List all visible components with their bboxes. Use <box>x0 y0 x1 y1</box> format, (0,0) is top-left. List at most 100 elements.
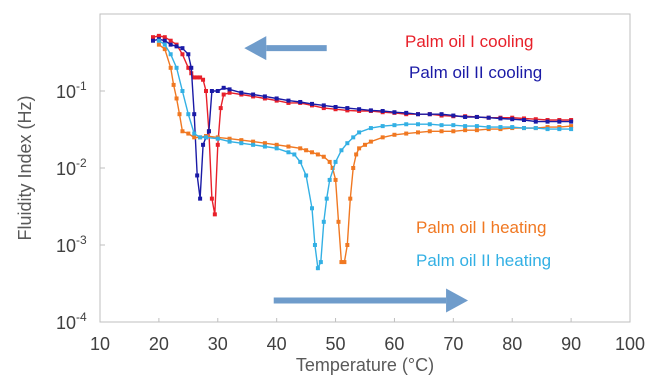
data-point <box>239 90 244 95</box>
data-point <box>180 129 185 134</box>
data-point <box>569 127 574 132</box>
data-point <box>206 129 211 134</box>
data-point <box>215 142 220 147</box>
data-point <box>510 125 515 130</box>
data-point <box>174 96 179 101</box>
data-point <box>192 135 197 140</box>
data-point <box>221 92 226 97</box>
data-point <box>227 139 232 144</box>
data-point <box>368 126 373 131</box>
data-point <box>156 33 161 38</box>
x-tick-label: 40 <box>267 334 287 354</box>
data-point <box>392 132 397 137</box>
x-axis-title: Temperature (°C) <box>296 355 434 375</box>
data-point <box>310 150 314 155</box>
y-axis-title: Fluidity Index (Hz) <box>15 95 35 240</box>
data-point <box>286 98 291 103</box>
data-point <box>533 117 538 122</box>
data-point <box>333 159 338 164</box>
data-point <box>192 75 197 80</box>
data-point <box>557 119 562 124</box>
data-point <box>274 142 279 147</box>
data-point <box>486 125 491 130</box>
data-point <box>212 212 217 217</box>
data-point <box>416 112 420 117</box>
data-point <box>439 112 444 117</box>
data-point <box>321 103 326 108</box>
data-point <box>510 117 515 122</box>
legend-label-palm-oil-ii-cooling: Palm oil II cooling <box>409 63 542 82</box>
data-point <box>474 124 479 129</box>
data-point <box>351 166 356 170</box>
data-point <box>324 196 329 201</box>
legend-label-palm-oil-i-heating: Palm oil I heating <box>416 218 546 237</box>
data-point <box>304 148 309 153</box>
data-point <box>368 139 373 144</box>
data-point <box>201 77 206 82</box>
x-tick-label: 70 <box>443 334 463 354</box>
data-point <box>195 75 200 80</box>
data-point <box>186 52 191 57</box>
data-point <box>474 114 479 119</box>
x-tick-label: 60 <box>384 334 404 354</box>
data-point <box>354 152 359 157</box>
data-point <box>204 89 208 93</box>
data-point <box>348 196 353 201</box>
data-point <box>439 123 444 128</box>
data-point <box>221 85 226 90</box>
data-point <box>162 35 167 40</box>
data-point <box>522 118 526 123</box>
data-point <box>427 112 432 117</box>
data-point <box>533 126 538 131</box>
data-point <box>569 124 574 129</box>
plot-area <box>99 13 631 323</box>
data-point <box>315 266 320 271</box>
data-point <box>333 107 338 112</box>
data-point <box>557 127 562 132</box>
data-point <box>451 129 456 134</box>
data-point <box>215 136 220 141</box>
data-point <box>192 131 197 136</box>
data-point <box>545 119 550 124</box>
data-point <box>486 115 491 120</box>
data-point <box>392 123 397 128</box>
data-point <box>204 135 208 140</box>
data-point <box>533 119 538 124</box>
data-point <box>168 65 173 70</box>
data-point <box>192 112 197 117</box>
data-point <box>380 124 385 129</box>
data-point <box>545 125 550 130</box>
data-point <box>227 136 232 141</box>
data-point <box>451 113 456 118</box>
data-point <box>177 112 182 117</box>
data-point <box>239 141 244 146</box>
data-point <box>498 125 503 130</box>
data-point <box>151 38 155 43</box>
data-point <box>298 159 303 164</box>
data-point <box>339 148 344 153</box>
data-point <box>186 112 191 117</box>
x-tick-label: 50 <box>326 334 346 354</box>
cooling-arrow-head <box>244 36 267 61</box>
data-point <box>498 116 503 121</box>
data-point <box>345 108 350 113</box>
data-point <box>486 127 491 132</box>
data-point <box>156 38 161 43</box>
data-point <box>168 52 173 57</box>
data-point <box>162 38 167 43</box>
data-point <box>404 122 409 127</box>
data-point <box>363 142 367 147</box>
data-point <box>368 108 373 113</box>
data-point <box>251 139 256 144</box>
data-point <box>498 127 503 132</box>
data-point <box>351 135 356 140</box>
data-point <box>304 173 309 178</box>
data-point <box>310 101 314 106</box>
data-point <box>416 130 420 135</box>
data-point <box>298 99 303 104</box>
data-point <box>262 96 267 101</box>
data-point <box>330 166 335 170</box>
data-point <box>162 47 167 52</box>
data-point <box>171 82 176 87</box>
